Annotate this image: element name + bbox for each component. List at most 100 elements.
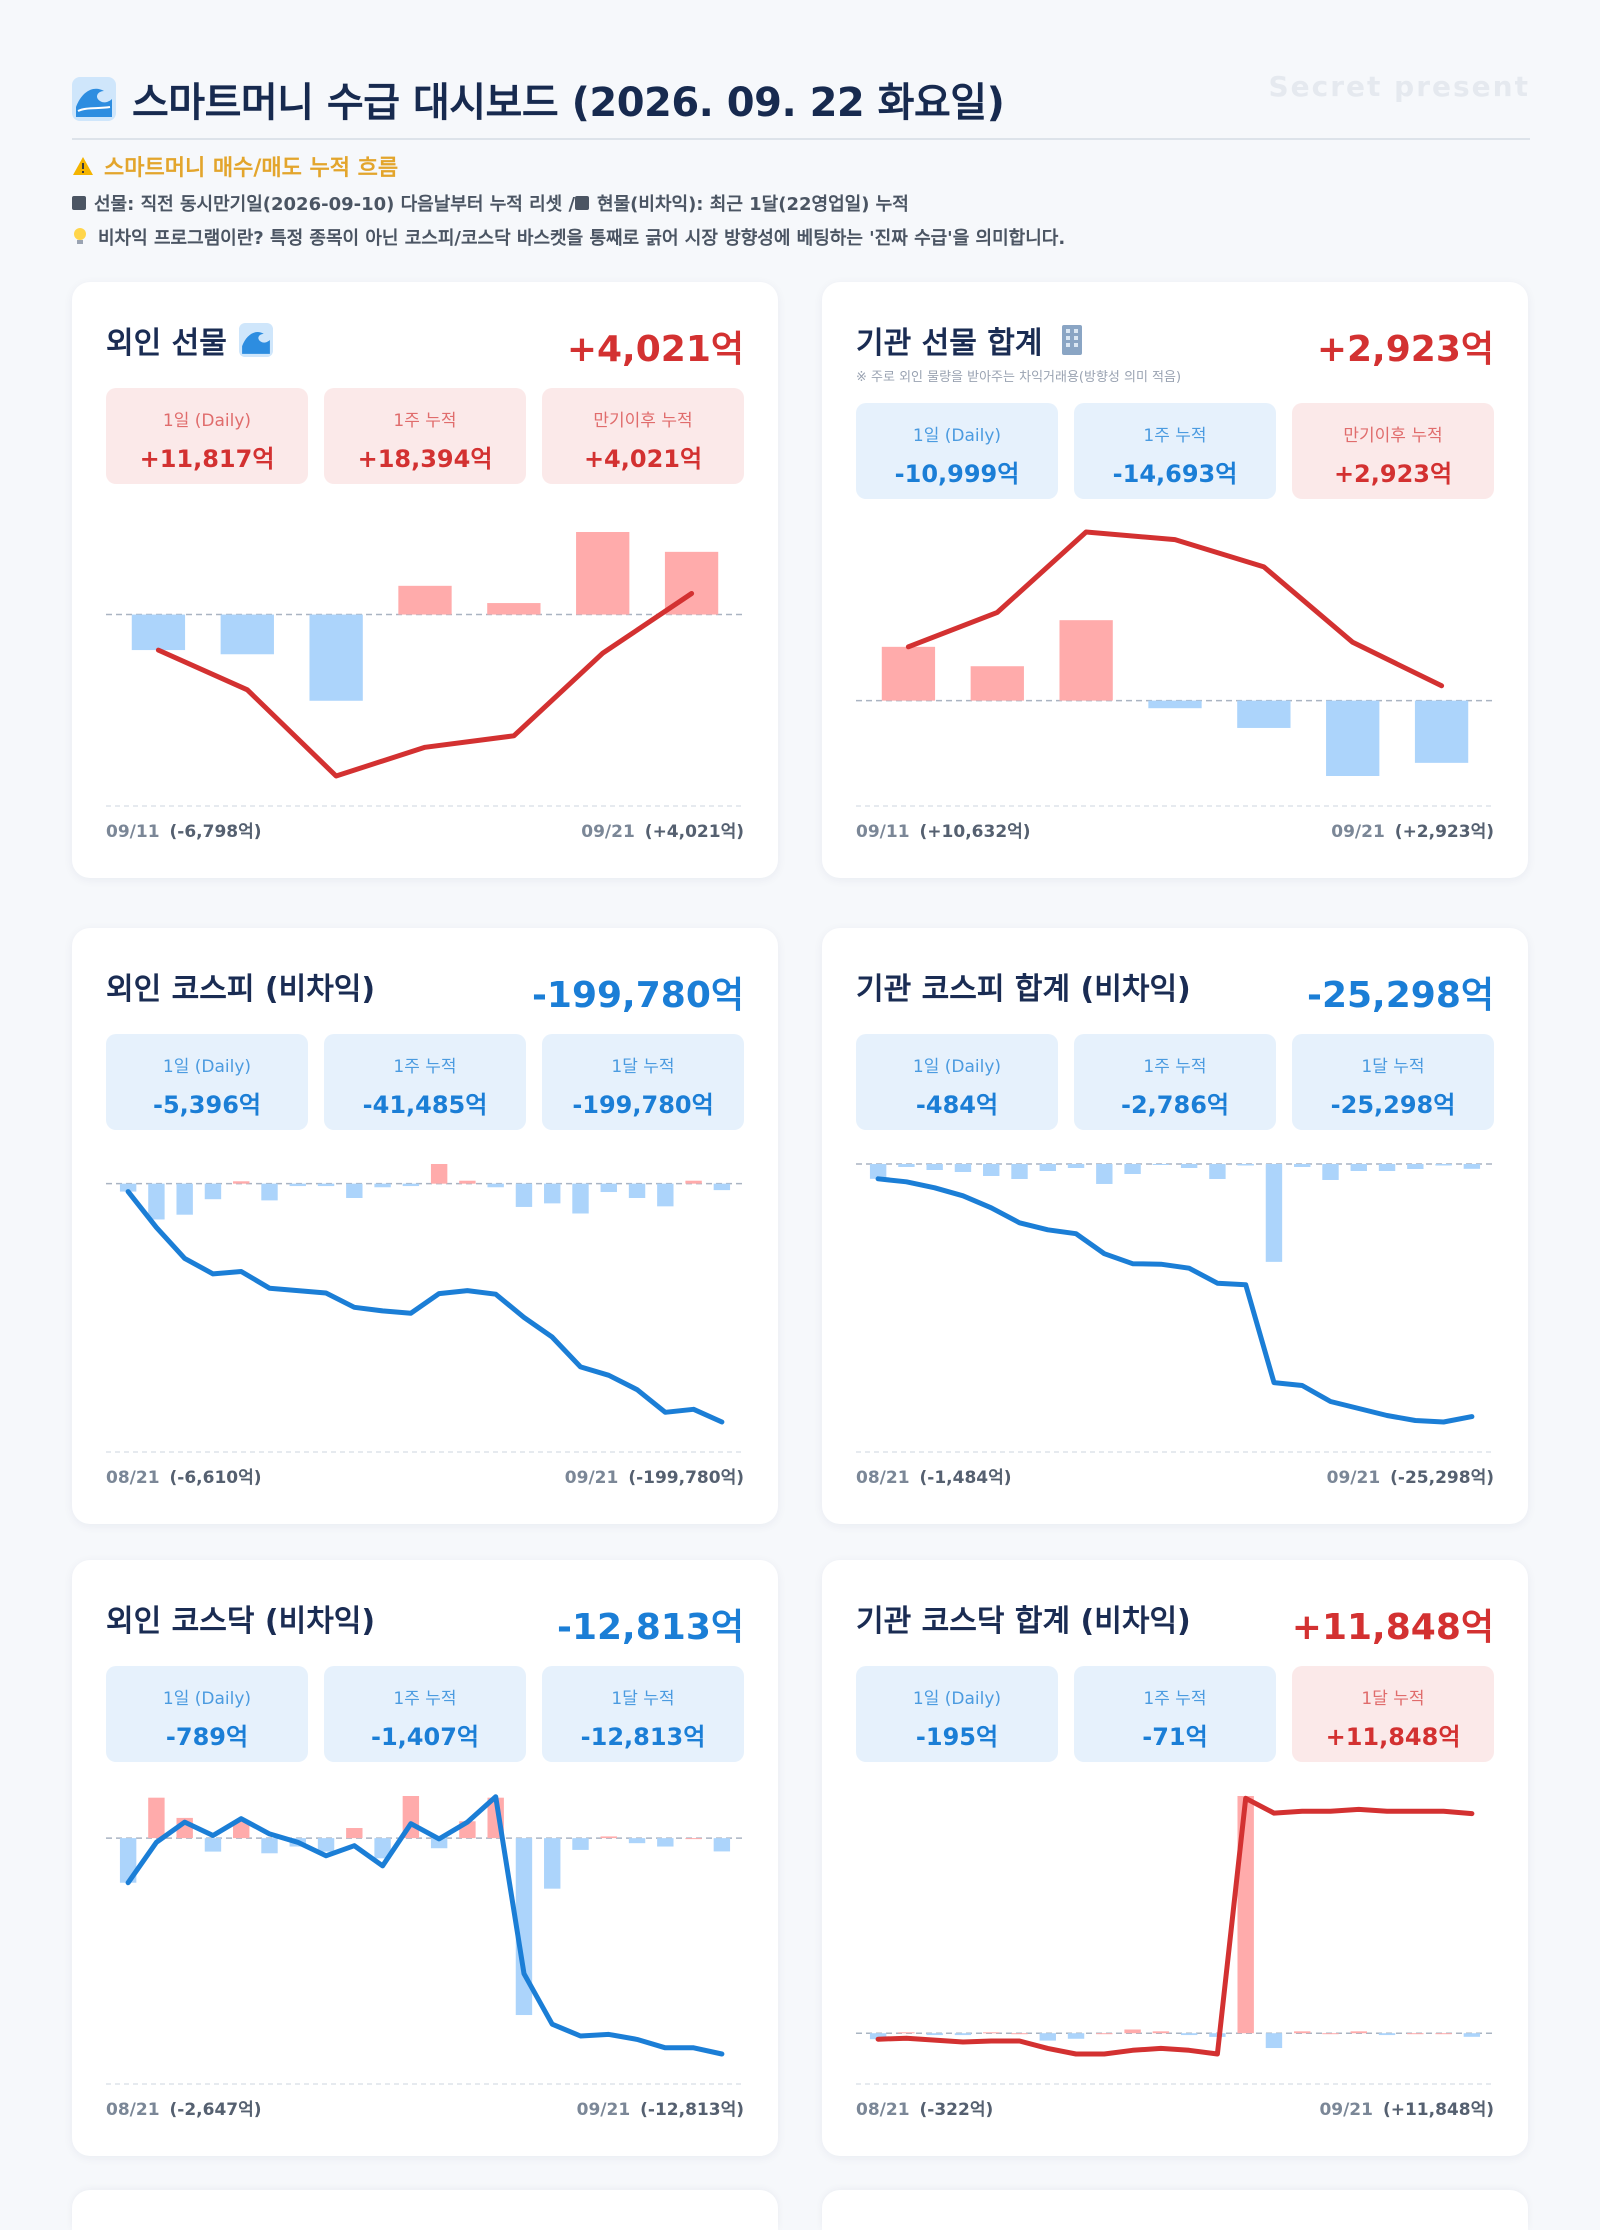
daily-bar xyxy=(983,2032,1000,2034)
daily-bar xyxy=(1011,2033,1028,2035)
notice-title: 스마트머니 매수/매도 누적 흐름 xyxy=(104,156,399,181)
daily-bar xyxy=(430,1838,448,1849)
end-date: 09/21 xyxy=(564,1468,619,1488)
daily-bar xyxy=(954,2033,972,2036)
daily-bar xyxy=(657,1183,674,1207)
daily-bar xyxy=(261,1183,278,1201)
daily-bar xyxy=(1265,1164,1283,1262)
end-value: (+11,848억) xyxy=(1382,2100,1494,2120)
daily-bar xyxy=(576,532,630,615)
daily-bar xyxy=(261,1838,278,1854)
stat-value: -199,780억 xyxy=(572,1091,714,1119)
card-title-text: 외인 코스피 (비차익) xyxy=(106,972,376,1007)
daily-bar xyxy=(881,646,936,701)
stat-label: 1일 (Daily) xyxy=(912,426,1002,446)
stat-label: 1일 (Daily) xyxy=(912,1689,1002,1709)
stat-value: -195억 xyxy=(915,1723,999,1751)
daily-bar xyxy=(983,1164,1000,1176)
end-date: 09/21 xyxy=(1331,822,1385,842)
daily-bar xyxy=(544,1838,561,1889)
daily-bar xyxy=(1039,1164,1056,1171)
daily-bar xyxy=(148,1797,165,1839)
daily-bar xyxy=(898,2032,915,2034)
footer-end: 09/21 (+11,848억) xyxy=(1319,2095,1494,2120)
end-date: 09/21 xyxy=(576,2100,631,2120)
daily-bar xyxy=(487,603,541,615)
start-date: 08/21 xyxy=(856,1468,910,1488)
daily-bar xyxy=(402,1183,420,1187)
stat-label: 1달 누적 xyxy=(1361,1689,1425,1709)
daily-bar xyxy=(898,1164,915,1167)
cumulative-line xyxy=(125,1189,725,1425)
notice-block: 스마트머니 매수/매도 누적 흐름 선물: 직전 동시만기일(2026-09-1… xyxy=(72,150,1530,258)
stat-value: +11,848억 xyxy=(1325,1723,1461,1751)
stat-label: 1주 누적 xyxy=(393,411,457,431)
daily-bar xyxy=(1463,2033,1481,2037)
daily-bar xyxy=(220,614,274,655)
daily-bar xyxy=(572,1183,589,1214)
stat-value: +18,394억 xyxy=(357,445,493,473)
start-value: (+10,632억) xyxy=(919,822,1031,842)
stat-value: -41,485억 xyxy=(362,1091,488,1119)
daily-bar xyxy=(1350,2031,1367,2034)
stat-daily: 1일 (Daily) +11,817억 xyxy=(106,388,308,484)
card-foreign-futures: 외인 선물 +4,021억 1일 (Daily) +11,817억 1주 누적 +1… xyxy=(72,282,778,878)
footer-end: 09/21 (+2,923억) xyxy=(1331,817,1494,842)
stat-daily: 1일 (Daily) -195억 xyxy=(856,1666,1058,1762)
daily-bar xyxy=(713,1838,731,1852)
footer-end: 09/21 (-12,813억) xyxy=(577,2095,744,2120)
daily-bar xyxy=(1124,1164,1141,1174)
notice-futures: 선물: 직전 동시만기일(2026-09-10) 다음날부터 누적 리셋 / xyxy=(94,194,576,215)
stat-value: -5,396억 xyxy=(153,1091,261,1119)
start-value: (-6,610억) xyxy=(169,1468,262,1488)
stat-label: 만기이후 누적 xyxy=(1343,426,1443,446)
daily-bar xyxy=(204,1183,222,1200)
card-title-text: 외인 코스닥 (비차익) xyxy=(106,1604,376,1639)
daily-bar xyxy=(346,1183,363,1198)
start-date: 08/21 xyxy=(106,1468,160,1488)
card-title: 기관 선물 합계 xyxy=(856,318,1089,362)
stat-label: 1일 (Daily) xyxy=(912,1057,1002,1077)
daily-bar xyxy=(600,1836,617,1839)
notice-line-2: 선물: 직전 동시만기일(2026-09-10) 다음날부터 누적 리셋 / 현… xyxy=(72,190,1530,216)
footer-start: 08/21 (-322억) xyxy=(856,2095,993,2120)
card-foreign-kospi: 외인 코스피 (비차익) -199,780억 1일 (Daily) -5,396억… xyxy=(72,928,778,1524)
daily-bar xyxy=(628,1183,646,1198)
daily-bar xyxy=(204,1838,222,1852)
chart-institution-kospi xyxy=(856,1163,1494,1453)
stats-row: 1일 (Daily) -789억 1주 누적 -1,407억 1달 누적 -12,81… xyxy=(106,1666,744,1762)
daily-bar xyxy=(713,1183,731,1191)
stat-label: 1일 (Daily) xyxy=(162,1689,252,1709)
daily-bar xyxy=(309,614,363,701)
stat-label: 1주 누적 xyxy=(1143,426,1207,446)
daily-bar xyxy=(459,1180,476,1184)
stat-value: -2,786억 xyxy=(1121,1091,1229,1119)
end-date: 09/21 xyxy=(1319,2100,1373,2120)
daily-bar xyxy=(1148,700,1202,709)
daily-bar xyxy=(131,614,186,651)
stat-value: -71억 xyxy=(1142,1723,1208,1751)
daily-bar xyxy=(1180,1164,1198,1168)
stat-value: +4,021억 xyxy=(583,445,703,473)
stat-label: 1주 누적 xyxy=(393,1689,457,1709)
footer-start: 09/11 (-6,798억) xyxy=(106,817,262,842)
cumulative-line xyxy=(875,1795,1475,2057)
daily-bar xyxy=(544,1183,561,1204)
daily-bar xyxy=(1039,2033,1056,2041)
daily-bar xyxy=(657,1838,674,1847)
stat-week: 1주 누적 +18,394억 xyxy=(324,388,526,484)
stats-row: 1일 (Daily) -5,396억 1주 누적 -41,485억 1달 누적 -19… xyxy=(106,1034,744,1130)
card-stub-left xyxy=(72,2190,778,2230)
notice-line-3: 비차익 프로그램이란? 특정 종목이 아닌 코스피/코스닥 바스켓을 통째로 긁… xyxy=(72,224,1530,250)
end-value: (-199,780억) xyxy=(628,1468,744,1488)
daily-bar xyxy=(1152,2031,1170,2034)
daily-bar xyxy=(1237,700,1291,728)
daily-bar xyxy=(1209,1164,1226,1179)
daily-bar xyxy=(1180,2033,1198,2036)
stat-week: 1주 누적 -1,407억 xyxy=(324,1666,526,1762)
daily-bar xyxy=(1378,1164,1396,1171)
daily-bar xyxy=(1322,2033,1339,2035)
daily-bar xyxy=(346,1828,363,1839)
daily-bar xyxy=(1407,2033,1424,2035)
card-total: +11,848억 xyxy=(1291,1607,1494,1648)
